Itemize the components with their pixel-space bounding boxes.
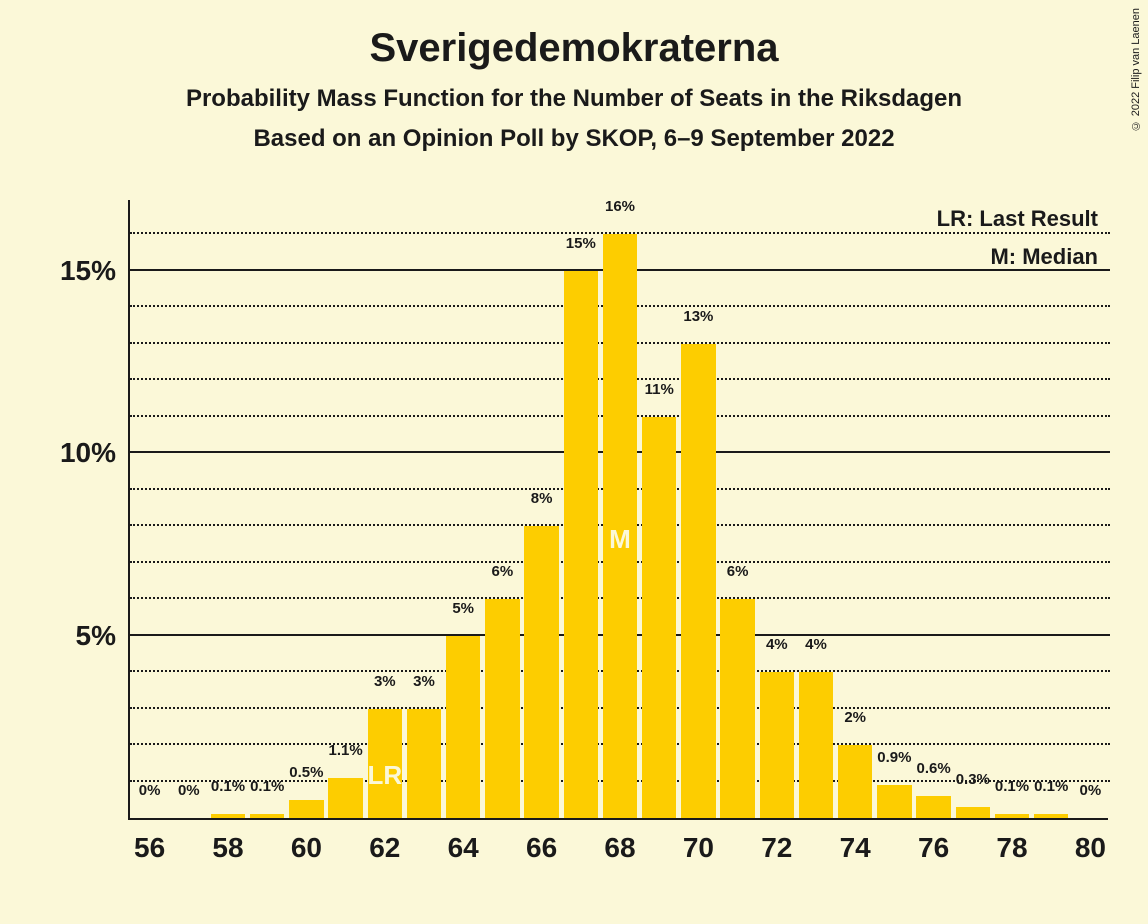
- bar-value-label: 0.3%: [956, 771, 990, 788]
- x-axis-label: 76: [918, 832, 949, 864]
- bar: [289, 800, 323, 818]
- median-marker: M: [609, 524, 631, 555]
- bar: [524, 526, 558, 818]
- last-result-marker: LR: [367, 760, 402, 791]
- bar-value-label: 1.1%: [328, 742, 362, 759]
- x-axis-label: 60: [291, 832, 322, 864]
- bar: [485, 599, 519, 818]
- bar-value-label: 2%: [844, 709, 866, 726]
- chart-subtitle-2: Based on an Opinion Poll by SKOP, 6–9 Se…: [0, 125, 1148, 153]
- bar: [720, 599, 754, 818]
- bar-value-label: 0%: [1080, 782, 1102, 799]
- chart-subtitle-1: Probability Mass Function for the Number…: [0, 85, 1148, 113]
- x-axis-label: 72: [761, 832, 792, 864]
- bar-value-label: 0.5%: [289, 764, 323, 781]
- bar: [564, 271, 598, 818]
- bar: [1034, 814, 1068, 818]
- bar-value-label: 0.9%: [877, 749, 911, 766]
- bar: [681, 344, 715, 818]
- x-axis-label: 70: [683, 832, 714, 864]
- bar-value-label: 16%: [605, 198, 635, 215]
- bar-value-label: 3%: [374, 673, 396, 690]
- bar-value-label: 11%: [645, 381, 674, 398]
- bar: [407, 709, 441, 818]
- x-axis-label: 58: [212, 832, 243, 864]
- bar-value-label: 5%: [452, 600, 474, 617]
- bar-value-label: 0%: [178, 782, 200, 799]
- bar: [956, 807, 990, 818]
- bar-value-label: 13%: [683, 308, 713, 325]
- bar: [250, 814, 284, 818]
- x-axis-label: 78: [996, 832, 1027, 864]
- bar: [799, 672, 833, 818]
- y-axis-label: 10%: [60, 437, 116, 469]
- y-axis-label: 5%: [76, 620, 116, 652]
- bar-value-label: 6%: [492, 563, 514, 580]
- bar: [446, 636, 480, 818]
- bar-value-label: 4%: [766, 636, 788, 653]
- bar: [211, 814, 245, 818]
- bar: [877, 785, 911, 818]
- bar-value-label: 6%: [727, 563, 749, 580]
- copyright-text: © 2022 Filip van Laenen: [1130, 8, 1142, 131]
- x-axis-label: 68: [604, 832, 635, 864]
- x-axis-label: 66: [526, 832, 557, 864]
- chart-title: Sverigedemokraterna: [0, 0, 1148, 71]
- bar-value-label: 0.1%: [250, 778, 284, 795]
- x-axis-label: 80: [1075, 832, 1106, 864]
- bar-value-label: 0.6%: [916, 760, 950, 777]
- bar-value-label: 8%: [531, 490, 553, 507]
- legend-last-result: LR: Last Result: [937, 206, 1098, 232]
- bar-value-label: 0%: [139, 782, 161, 799]
- plot-region: 5%10%15%565860626466687072747678800%0%0.…: [128, 200, 1108, 820]
- bar-value-label: 0.1%: [1034, 778, 1068, 795]
- chart-area: 5%10%15%565860626466687072747678800%0%0.…: [128, 200, 1108, 820]
- bar: [760, 672, 794, 818]
- bar: [838, 745, 872, 818]
- x-axis-label: 62: [369, 832, 400, 864]
- bar-value-label: 3%: [413, 673, 435, 690]
- bar: [916, 796, 950, 818]
- x-axis-label: 56: [134, 832, 165, 864]
- bar: [328, 778, 362, 818]
- bar-value-label: 0.1%: [995, 778, 1029, 795]
- bar-value-label: 0.1%: [211, 778, 245, 795]
- bar: [642, 417, 676, 818]
- x-axis-label: 64: [448, 832, 479, 864]
- y-axis-label: 15%: [60, 255, 116, 287]
- bar-value-label: 15%: [566, 235, 596, 252]
- bar-value-label: 4%: [805, 636, 827, 653]
- x-axis-label: 74: [840, 832, 871, 864]
- legend-median: M: Median: [990, 244, 1098, 270]
- bar: [995, 814, 1029, 818]
